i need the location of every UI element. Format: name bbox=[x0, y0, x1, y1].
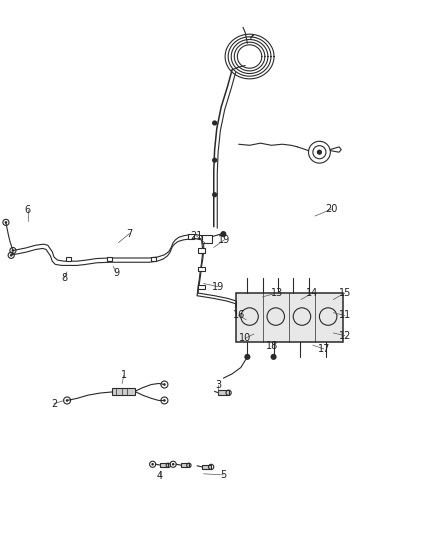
Text: 3: 3 bbox=[215, 379, 221, 390]
Circle shape bbox=[163, 383, 166, 386]
Circle shape bbox=[220, 231, 226, 237]
Bar bbox=[198, 267, 205, 271]
Bar bbox=[198, 285, 205, 289]
Text: 1: 1 bbox=[121, 370, 127, 381]
Bar bbox=[151, 257, 156, 261]
Circle shape bbox=[317, 150, 322, 155]
Text: 18: 18 bbox=[266, 341, 279, 351]
Circle shape bbox=[66, 399, 68, 402]
Text: 16: 16 bbox=[233, 310, 245, 320]
Bar bbox=[237, 293, 343, 342]
Circle shape bbox=[151, 463, 154, 465]
Bar bbox=[66, 257, 71, 261]
Bar bbox=[107, 257, 113, 261]
Circle shape bbox=[12, 249, 14, 252]
Bar bbox=[181, 463, 189, 467]
Text: 17: 17 bbox=[318, 344, 330, 354]
Text: 13: 13 bbox=[271, 288, 283, 298]
Circle shape bbox=[5, 221, 7, 224]
Text: 19: 19 bbox=[212, 282, 224, 292]
Text: 11: 11 bbox=[339, 310, 351, 320]
Bar bbox=[218, 390, 229, 395]
Text: 21: 21 bbox=[190, 231, 202, 241]
Text: 14: 14 bbox=[306, 288, 318, 298]
Circle shape bbox=[212, 192, 217, 197]
Bar bbox=[112, 387, 135, 395]
Text: 12: 12 bbox=[339, 330, 351, 341]
Text: 19: 19 bbox=[218, 235, 230, 245]
Circle shape bbox=[10, 254, 12, 257]
Bar bbox=[201, 465, 211, 469]
Bar bbox=[198, 248, 205, 253]
Text: 8: 8 bbox=[61, 273, 67, 283]
Bar bbox=[187, 234, 194, 239]
Text: 15: 15 bbox=[339, 288, 351, 298]
Circle shape bbox=[212, 158, 217, 163]
Text: 4: 4 bbox=[157, 472, 163, 481]
Circle shape bbox=[271, 354, 277, 360]
Circle shape bbox=[212, 120, 217, 126]
Circle shape bbox=[244, 354, 251, 360]
Circle shape bbox=[172, 463, 174, 465]
Text: 5: 5 bbox=[220, 470, 226, 480]
Text: 7: 7 bbox=[127, 229, 133, 239]
Circle shape bbox=[163, 399, 166, 402]
Text: 20: 20 bbox=[325, 204, 338, 214]
Bar bbox=[160, 463, 168, 467]
Bar bbox=[202, 235, 212, 243]
Text: 9: 9 bbox=[113, 268, 120, 278]
Text: 2: 2 bbox=[51, 399, 57, 409]
Text: 10: 10 bbox=[239, 333, 251, 343]
Text: 6: 6 bbox=[25, 205, 31, 215]
